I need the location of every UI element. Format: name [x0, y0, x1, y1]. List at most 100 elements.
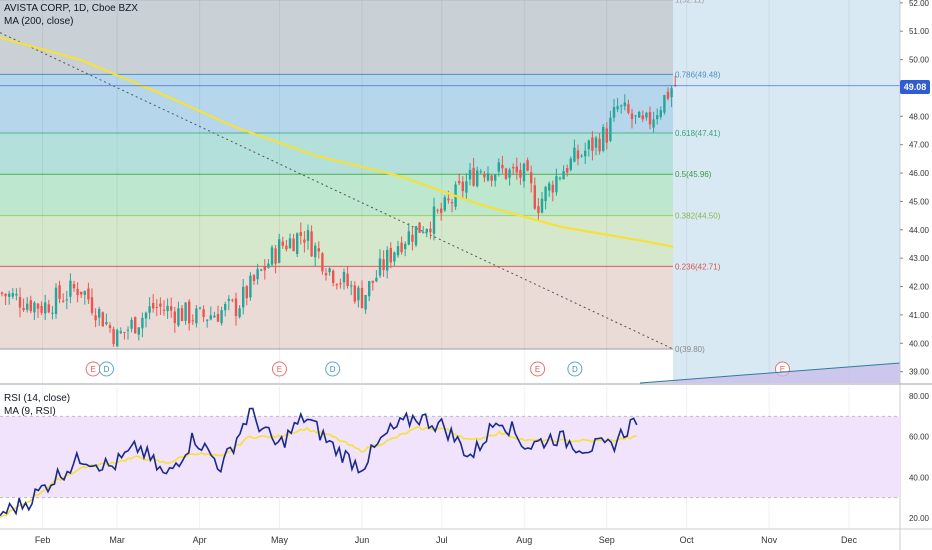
candle: [551, 180, 554, 202]
candle-body: [411, 234, 414, 242]
price-tick-label: 47.00: [909, 141, 930, 150]
rsi-tick-label: 80.00: [909, 392, 930, 401]
time-tick-label: Mar: [109, 535, 125, 545]
candle-body: [252, 275, 256, 281]
candle: [216, 305, 220, 322]
candle-body: [562, 171, 565, 180]
candle-body: [389, 247, 392, 263]
candle: [144, 311, 148, 328]
fib-zone-0.786: [0, 74, 673, 134]
candle-body: [285, 245, 288, 250]
time-tick-label: Sep: [599, 535, 615, 545]
candle: [533, 177, 536, 210]
candle-body: [414, 226, 418, 246]
price-tick-label: 48.00: [909, 112, 930, 121]
price-tick-label: 52.00: [909, 0, 930, 8]
rsi-title: RSI (14, close): [4, 393, 71, 404]
candle: [548, 181, 551, 197]
fib-label-0.618: 0.618(47.41): [675, 129, 721, 138]
candle-body: [281, 241, 284, 246]
candle: [364, 294, 367, 314]
candle-body: [666, 91, 670, 99]
candle-body: [670, 88, 673, 98]
candle: [292, 233, 295, 252]
candle: [80, 291, 83, 298]
candle: [26, 296, 29, 313]
candle-body: [396, 246, 400, 256]
earnings-marker-label: E: [277, 365, 282, 374]
candle-body: [162, 309, 166, 311]
candle-body: [76, 289, 79, 296]
candle-body: [180, 308, 184, 321]
candle-body: [472, 167, 475, 186]
candle-body: [15, 293, 18, 296]
candle: [594, 135, 598, 156]
candle-body: [458, 181, 461, 184]
candle: [188, 299, 191, 331]
candle: [508, 167, 511, 186]
candle-body: [605, 128, 608, 143]
candle: [576, 144, 580, 166]
candle-body: [274, 248, 277, 264]
rsi-ma-legend: MA (9, RSI): [4, 406, 56, 417]
candle: [130, 317, 133, 333]
candle-body: [62, 300, 65, 302]
candle: [202, 305, 205, 322]
candle-body: [497, 162, 500, 172]
candles: [0, 75, 677, 347]
ma200-line: [0, 36, 674, 248]
candle-body: [310, 231, 313, 257]
candle: [108, 322, 112, 333]
candle: [407, 222, 410, 246]
candle-body: [303, 239, 306, 243]
candle-body: [648, 111, 652, 125]
candle: [641, 110, 644, 123]
candle: [101, 311, 104, 327]
candle: [501, 155, 504, 174]
candle: [234, 292, 238, 326]
candle: [630, 108, 634, 129]
candle: [180, 305, 184, 322]
candle-body: [173, 311, 176, 323]
earnings-marker-label: E: [780, 365, 785, 374]
fib-zone-0.236: [0, 266, 673, 349]
candle: [483, 170, 486, 183]
candle: [274, 244, 277, 274]
candle: [411, 227, 414, 251]
fib-zone-0.618: [0, 133, 673, 175]
candle: [566, 164, 569, 177]
candle: [598, 132, 601, 155]
candle-body: [51, 312, 54, 314]
candle-body: [422, 232, 425, 234]
candle-body: [393, 252, 396, 262]
candle-body: [108, 325, 112, 329]
earnings-marker-label: E: [535, 365, 540, 374]
fib-label-0.382: 0.382(44.50): [675, 212, 721, 221]
candle: [634, 115, 637, 125]
candle: [0, 291, 4, 297]
candle: [504, 167, 508, 181]
candle-body: [292, 238, 295, 252]
candle: [432, 197, 436, 241]
candle-body: [36, 303, 40, 309]
candle: [173, 306, 176, 333]
candle-body: [159, 303, 162, 307]
candle-body: [144, 312, 148, 319]
candle: [378, 249, 382, 278]
candle: [69, 273, 72, 304]
candle-body: [242, 286, 245, 308]
candle: [299, 222, 302, 245]
price-tick-label: 46.00: [909, 169, 930, 178]
candle-body: [263, 266, 266, 271]
candle: [494, 174, 497, 187]
candle-body: [447, 198, 450, 201]
candle-body: [598, 138, 601, 152]
candle: [87, 282, 90, 305]
candle: [40, 301, 43, 316]
candle-body: [551, 184, 554, 193]
candle: [267, 259, 270, 269]
projection-line: [639, 362, 901, 384]
time-tick-label: Apr: [193, 535, 207, 545]
candle-body: [155, 306, 158, 308]
